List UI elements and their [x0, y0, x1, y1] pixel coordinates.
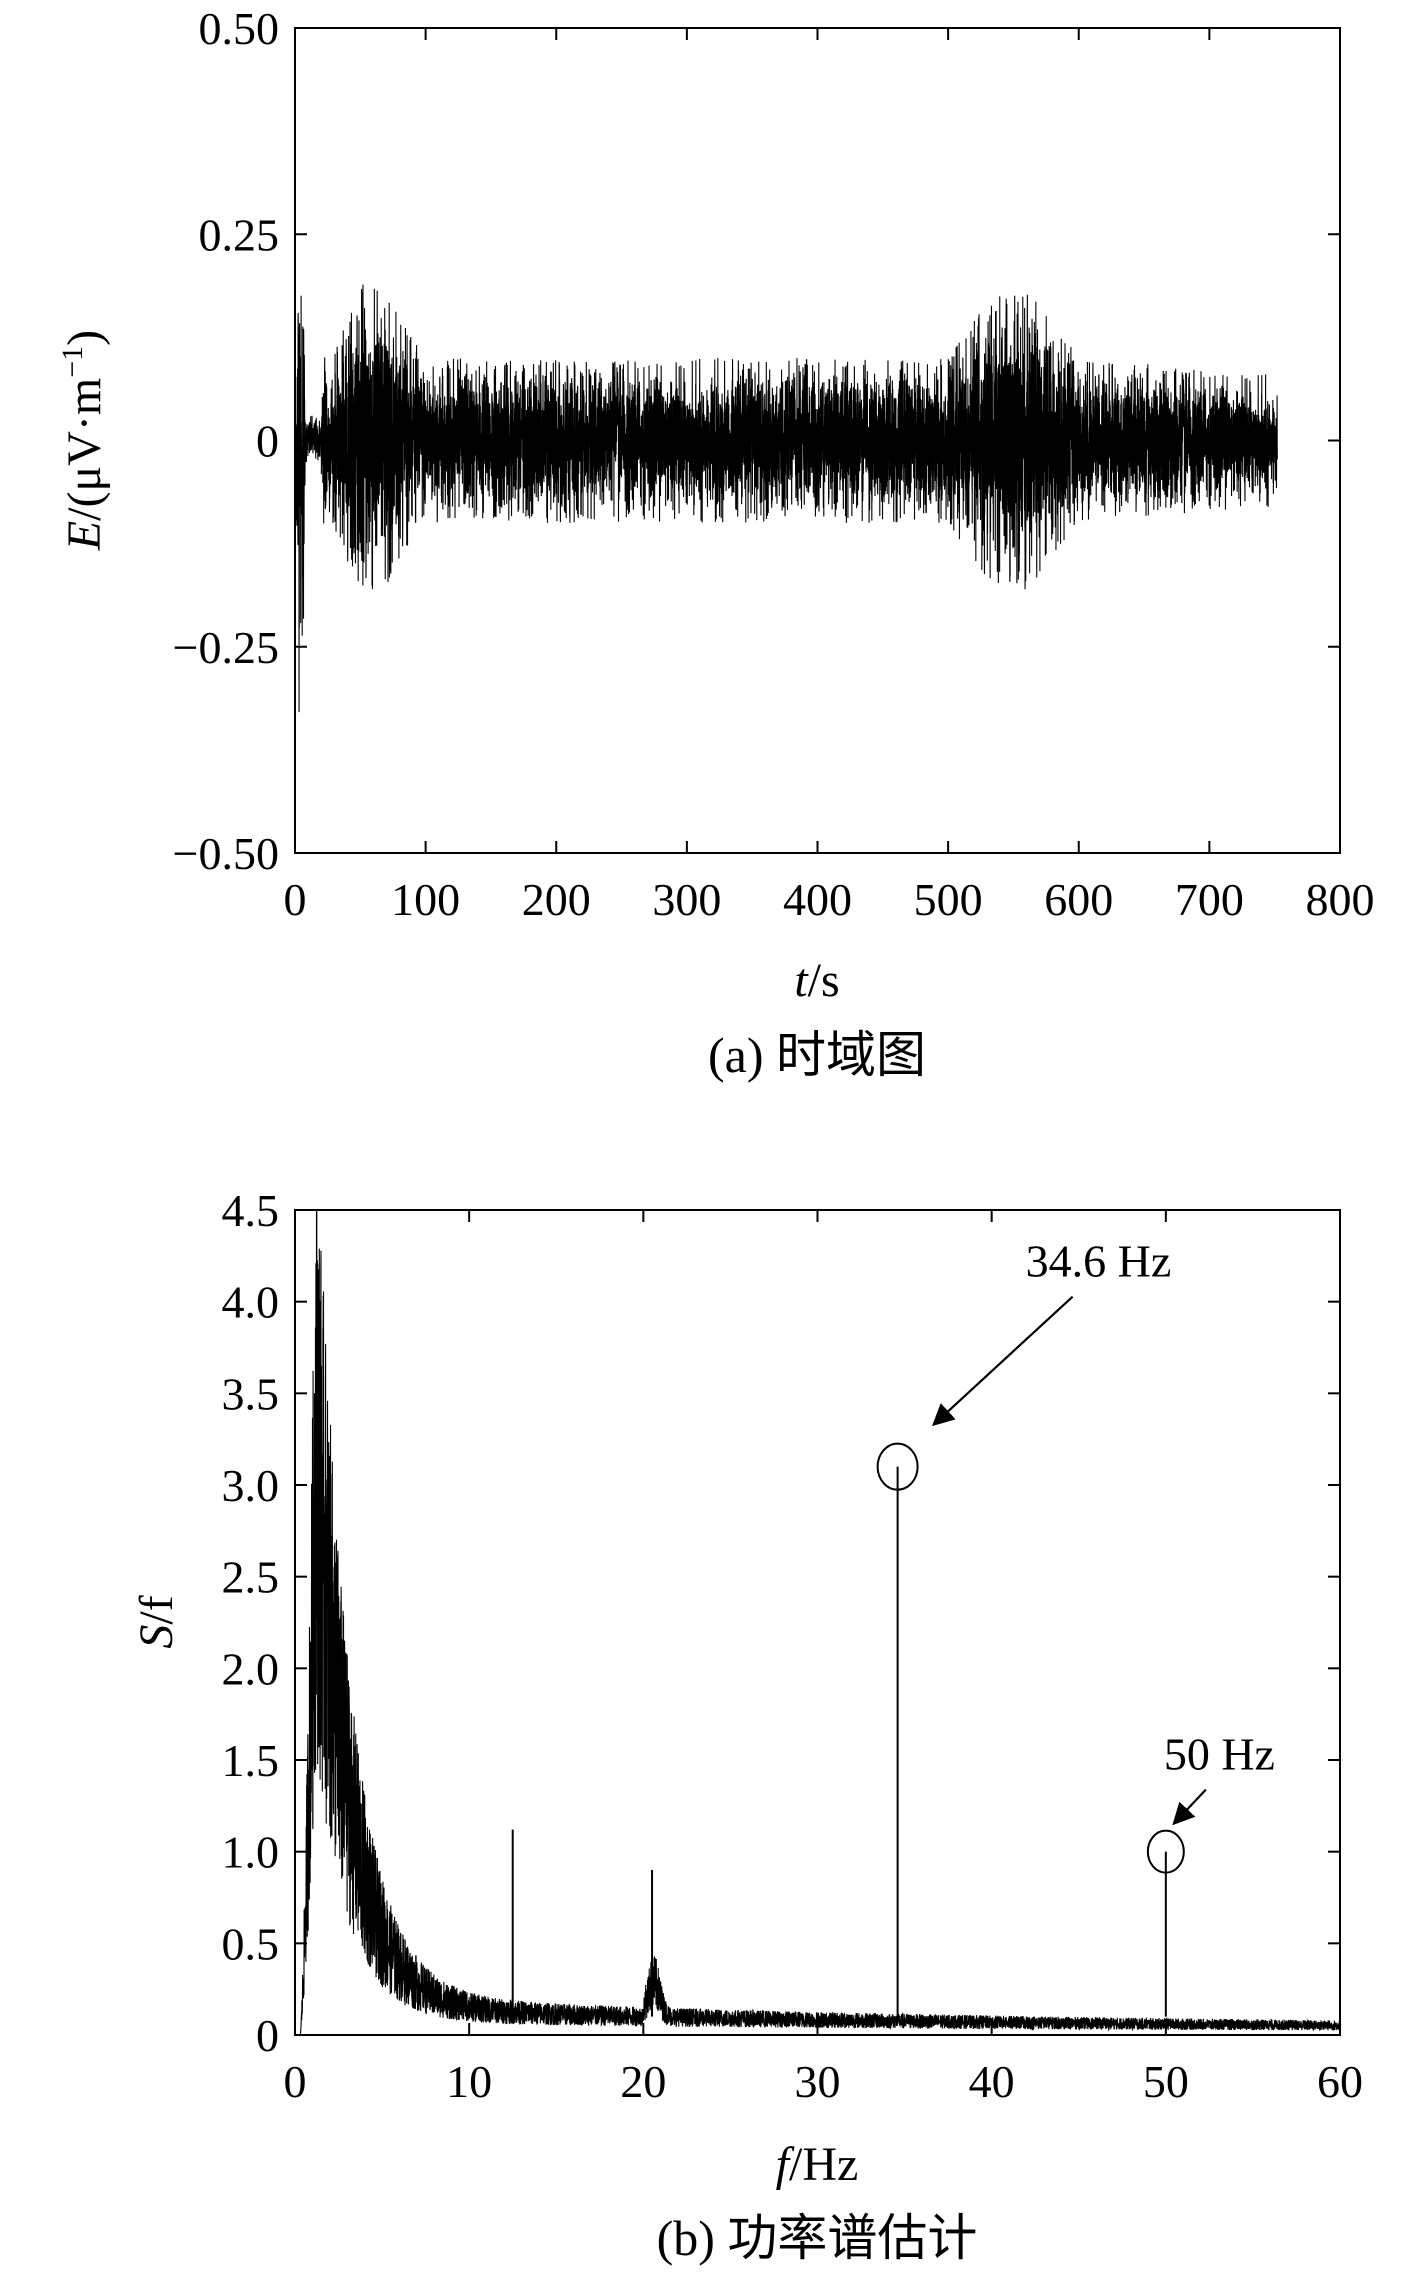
chart-b-y-tick-label: 2.5: [222, 1552, 280, 1603]
chart-a-y-tick-label: 0: [256, 416, 279, 467]
chart-a-y-axis-label: E/(μV·m−1): [56, 330, 111, 551]
chart-a-y-axis: 0.50 0.25 0 −0.25 −0.50: [173, 3, 1340, 879]
chart-b-series-line: [295, 1209, 1341, 2036]
chart-b-x-tick-label: 50: [1143, 2056, 1189, 2107]
chart-a-x-axis-label: t/s: [794, 954, 839, 1007]
chart-b: 4.5 4.0 3.5 3.0 2.5 2.0 1.5 1.0 0.5 0 0 10 20 30 40 50…: [130, 1185, 1363, 2266]
chart-a-x-tick-label: 800: [1306, 874, 1375, 925]
chart-b-x-tick-label: 10: [446, 2056, 492, 2107]
chart-b-y-axis-label: S/f: [130, 1595, 183, 1648]
chart-b-caption: (b) 功率谱估计: [657, 2210, 978, 2266]
chart-a-x-tick-label: 100: [391, 874, 460, 925]
chart-b-x-axis: 0 10 20 30 40 50 60: [284, 1210, 1363, 2107]
chart-a-x-tick-label: 600: [1044, 874, 1113, 925]
chart-b-annotation-label: 50 Hz: [1164, 1729, 1275, 1780]
chart-a-signal-path: [294, 284, 1278, 713]
chart-b-y-axis: 4.5 4.0 3.5 3.0 2.5 2.0 1.5 1.0 0.5 0: [222, 1185, 1340, 2061]
chart-b-y-tick-label: 3.5: [222, 1368, 280, 1419]
chart-a-x-axis: 0 100 200 300 400 500 600 700 800: [284, 28, 1375, 925]
chart-a-x-tick-label: 500: [914, 874, 983, 925]
chart-a-x-tick-label: 300: [652, 874, 721, 925]
chart-b-y-tick-label: 1.5: [222, 1735, 280, 1786]
chart-b-annotation-circle: [1146, 1829, 1185, 1874]
chart-b-y-tick-label: 0: [256, 2010, 279, 2061]
chart-a-caption: (a) 时域图: [708, 1027, 926, 1083]
chart-b-y-tick-label: 4.0: [222, 1277, 280, 1328]
chart-a-y-tick-label: 0.25: [199, 209, 280, 260]
chart-a-x-tick-label: 0: [284, 874, 307, 925]
chart-b-x-tick-label: 40: [969, 2056, 1015, 2107]
chart-b-y-tick-label: 4.5: [222, 1185, 280, 1236]
chart-a-x-tick-label: 400: [783, 874, 852, 925]
chart-b-spectrum-path: [295, 1209, 1341, 2036]
chart-b-y-tick-label: 1.0: [222, 1827, 280, 1878]
chart-b-annotations: 34.6 Hz 50 Hz: [876, 1236, 1275, 1874]
chart-a-y-tick-label: 0.50: [199, 3, 280, 54]
chart-b-annotation-label: 34.6 Hz: [1026, 1236, 1172, 1287]
chart-a-x-tick-label: 200: [522, 874, 591, 925]
chart-b-annotation-arrow: [931, 1295, 1074, 1427]
chart-b-x-tick-label: 20: [620, 2056, 666, 2107]
chart-b-annotation-arrow: [1172, 1788, 1207, 1826]
chart-b-plot-frame: [294, 1209, 1341, 2036]
chart-a-y-tick-label: −0.25: [173, 622, 279, 673]
chart-b-x-tick-label: 60: [1317, 2056, 1363, 2107]
chart-a-series-line: [294, 284, 1278, 713]
chart-b-annotation-circle: [876, 1442, 919, 1491]
chart-b-y-tick-label: 0.5: [222, 1918, 280, 1969]
chart-a: 0.50 0.25 0 −0.25 −0.50 0 100 200 300 400 500 600 7…: [56, 3, 1375, 1083]
chart-b-y-tick-label: 3.0: [222, 1460, 280, 1511]
chart-b-x-tick-label: 0: [284, 2056, 307, 2107]
chart-a-y-tick-label: −0.50: [173, 828, 279, 879]
chart-b-x-tick-label: 30: [795, 2056, 841, 2107]
chart-a-x-tick-label: 700: [1175, 874, 1244, 925]
chart-b-x-axis-label: f/Hz: [776, 2138, 859, 2191]
chart-b-y-tick-label: 2.0: [222, 1643, 280, 1694]
